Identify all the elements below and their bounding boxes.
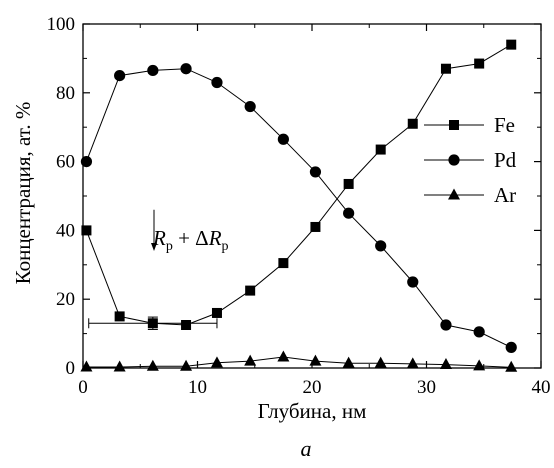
data-point-pd: [180, 63, 192, 75]
rp-subscript: p: [166, 239, 173, 254]
x-tick-label: 30: [417, 377, 436, 398]
plus-delta: + Δ: [173, 226, 209, 250]
data-point-ar: [244, 354, 257, 366]
series-line-ar: [86, 356, 512, 368]
data-point-pd: [80, 156, 93, 168]
series-markers: [80, 39, 518, 372]
data-point-fe: [147, 318, 158, 329]
data-point-ar: [210, 356, 223, 368]
data-point-ar: [113, 360, 126, 372]
rp-annotation-label: Rp + ΔRp: [152, 226, 229, 254]
axes: 0 10 20 30 40 0 20 40 60 80 100: [47, 14, 551, 398]
legend-marker-pd: [448, 154, 460, 166]
data-point-fe: [375, 144, 386, 155]
y-tick-label: 80: [56, 83, 75, 104]
data-point-pd: [211, 76, 223, 89]
y-tick-label: 40: [56, 220, 75, 241]
y-tick-label: 100: [47, 14, 76, 35]
legend-label-fe: Fe: [494, 113, 515, 137]
data-point-fe: [245, 285, 256, 296]
series-line-pd: [85, 68, 512, 348]
data-point-fe: [211, 307, 222, 318]
figure-caption: a: [301, 436, 312, 461]
data-point-ar: [439, 358, 452, 370]
data-point-pd: [407, 276, 419, 288]
data-point-ar: [505, 360, 518, 372]
data-point-fe: [506, 39, 517, 50]
data-point-pd: [473, 326, 485, 338]
y-tick-label: 0: [66, 358, 76, 379]
data-point-ar: [406, 357, 419, 369]
x-tick-label: 40: [532, 377, 551, 398]
y-axis-label: Концентрация, ат. %: [11, 102, 35, 285]
data-point-fe: [343, 178, 354, 189]
data-point-fe: [474, 58, 485, 69]
rp-subscript-2: p: [222, 239, 229, 254]
data-point-pd: [114, 70, 126, 82]
legend-label-pd: Pd: [494, 148, 517, 172]
data-point-fe: [440, 63, 451, 74]
x-tick-label: 10: [188, 377, 207, 398]
x-tick-label: 0: [78, 377, 88, 398]
series-line-fe: [85, 44, 512, 326]
data-point-ar: [309, 354, 322, 366]
data-point-pd: [375, 240, 387, 252]
legend-marker-ar: [448, 188, 460, 200]
data-point-pd: [309, 166, 322, 178]
data-point-pd: [343, 207, 355, 219]
data-point-ar: [146, 359, 159, 371]
y-tick-label: 20: [56, 289, 75, 310]
data-point-ar: [374, 356, 387, 368]
data-point-fe: [81, 225, 92, 236]
legend-marker-fe: [449, 120, 459, 130]
data-point-ar: [80, 360, 93, 372]
data-point-ar: [180, 359, 193, 371]
rp-symbol-2: R: [208, 226, 222, 250]
data-point-ar: [277, 350, 290, 362]
data-point-fe: [181, 320, 192, 330]
rp-arrow-head: [150, 243, 157, 252]
legend-label-ar: Ar: [494, 183, 516, 207]
data-point-fe: [407, 118, 418, 129]
legend: Fe Pd Ar: [424, 113, 517, 207]
data-point-fe: [310, 221, 321, 232]
data-point-pd: [277, 133, 289, 145]
y-tick-label: 60: [56, 152, 75, 173]
data-point-fe: [114, 311, 125, 322]
data-point-pd: [244, 100, 256, 113]
data-point-fe: [278, 258, 289, 269]
data-point-ar: [342, 356, 355, 368]
data-point-pd: [505, 341, 517, 353]
data-point-ar: [473, 359, 486, 371]
data-point-pd: [147, 64, 159, 77]
data-point-pd: [440, 319, 452, 331]
x-axis-label: Глубина, нм: [258, 399, 367, 423]
rp-annotation: Rp + ΔRp: [88, 209, 229, 330]
x-tick-label: 20: [303, 377, 322, 398]
